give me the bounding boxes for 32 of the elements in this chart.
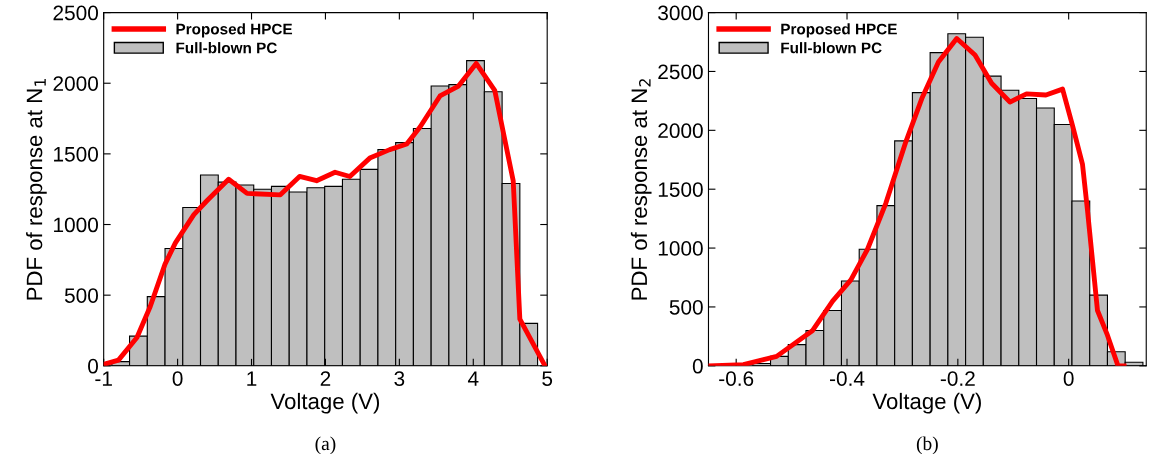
x-tick-label: 2 (320, 371, 331, 386)
legend-label: Proposed HPCE (176, 23, 293, 38)
y-tick-label: 1500 (658, 182, 703, 197)
x-axis-title: Voltage (V) (270, 392, 380, 414)
legend-label: Full-blown PC (781, 42, 882, 54)
x-tick-label: 0 (1063, 371, 1074, 386)
text: (a) (315, 436, 336, 455)
y-tick-label: 3000 (658, 5, 703, 21)
y-tick-label: 500 (669, 299, 703, 315)
x-tick-label: 0 (172, 371, 183, 386)
y-tick-label: 2500 (658, 64, 703, 80)
y-tick-label: 1000 (658, 241, 703, 256)
x-tick-label: 3 (394, 371, 405, 386)
x-tick-label: 5 (542, 371, 553, 386)
y-tick-label: 1000 (54, 217, 99, 233)
x-tick-label: -0.2 (940, 371, 975, 386)
y-tick-label: 2500 (53, 5, 99, 21)
x-tick-label: 1 (247, 371, 257, 386)
y-axis-title: PDF of response at N$_{2}$ (630, 79, 652, 300)
x-tick-label: -0.4 (829, 371, 865, 386)
legend-label: Full-blown PC (176, 42, 277, 54)
y-axis-title: PDF of response at N$_{1}$ (26, 79, 47, 300)
y-tick-label: 2000 (53, 76, 99, 91)
y-tick-label: 1500 (54, 146, 99, 162)
text: (b) (916, 436, 938, 455)
y-tick-label: 2000 (658, 123, 703, 139)
y-tick-label: 500 (64, 288, 99, 303)
y-tick-label: 0 (692, 358, 703, 374)
x-tick-label: -0.6 (719, 371, 754, 386)
x-axis-title: Voltage (V) (872, 392, 981, 414)
legend-label: Proposed HPCE (781, 23, 897, 38)
x-tick-label: 4 (467, 371, 479, 386)
